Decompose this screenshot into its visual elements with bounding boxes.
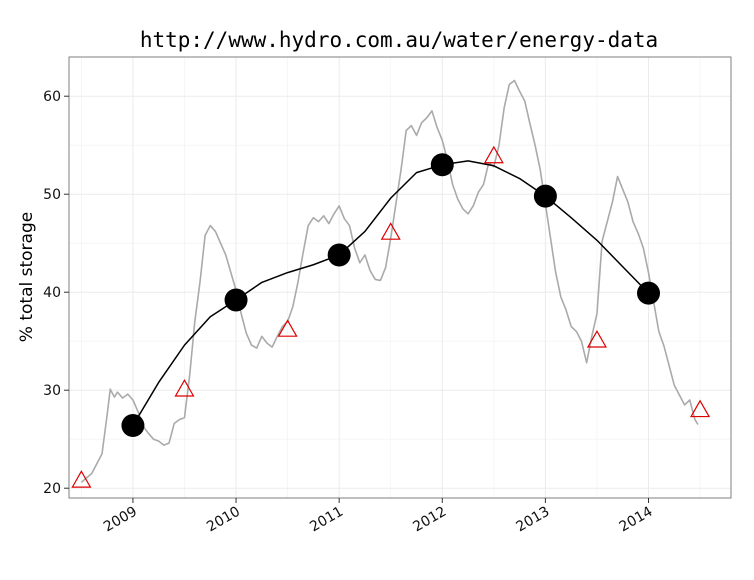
x-tick-label: 2014 <box>617 504 656 536</box>
y-tick-label: 50 <box>43 187 61 203</box>
x-tick-label: 2011 <box>307 504 346 536</box>
midyear-triangle-marker <box>277 319 298 337</box>
y-tick-label: 30 <box>43 383 61 399</box>
x-tick-label: 2010 <box>204 504 243 536</box>
y-tick-label: 60 <box>43 89 61 105</box>
annual-data-point <box>533 184 557 208</box>
midyear-triangle-marker <box>174 379 195 397</box>
x-tick-label: 2012 <box>410 504 449 536</box>
plot-panel <box>69 57 731 498</box>
x-tick-label: 2009 <box>101 504 140 536</box>
raw-storage-line <box>80 79 699 483</box>
midyear-triangle-marker <box>586 330 607 348</box>
y-axis-label: % total storage <box>17 212 37 342</box>
y-tick-label: 40 <box>43 285 61 301</box>
smoothed-trend-line <box>132 160 650 426</box>
annual-data-point <box>224 288 248 312</box>
midyear-triangle-marker <box>483 145 504 164</box>
x-tick-label: 2013 <box>514 504 553 536</box>
annual-data-point <box>327 243 351 267</box>
annual-data-point <box>637 281 661 305</box>
y-tick-label: 20 <box>43 481 61 497</box>
midyear-triangle-marker <box>690 399 711 418</box>
midyear-triangle-marker <box>71 470 92 488</box>
annual-data-point <box>430 153 454 177</box>
midyear-triangle-marker <box>380 222 401 240</box>
plot-border <box>68 56 732 499</box>
chart-title: http://www.hydro.com.au/water/energy-dat… <box>140 28 658 52</box>
annual-data-point <box>121 413 145 437</box>
